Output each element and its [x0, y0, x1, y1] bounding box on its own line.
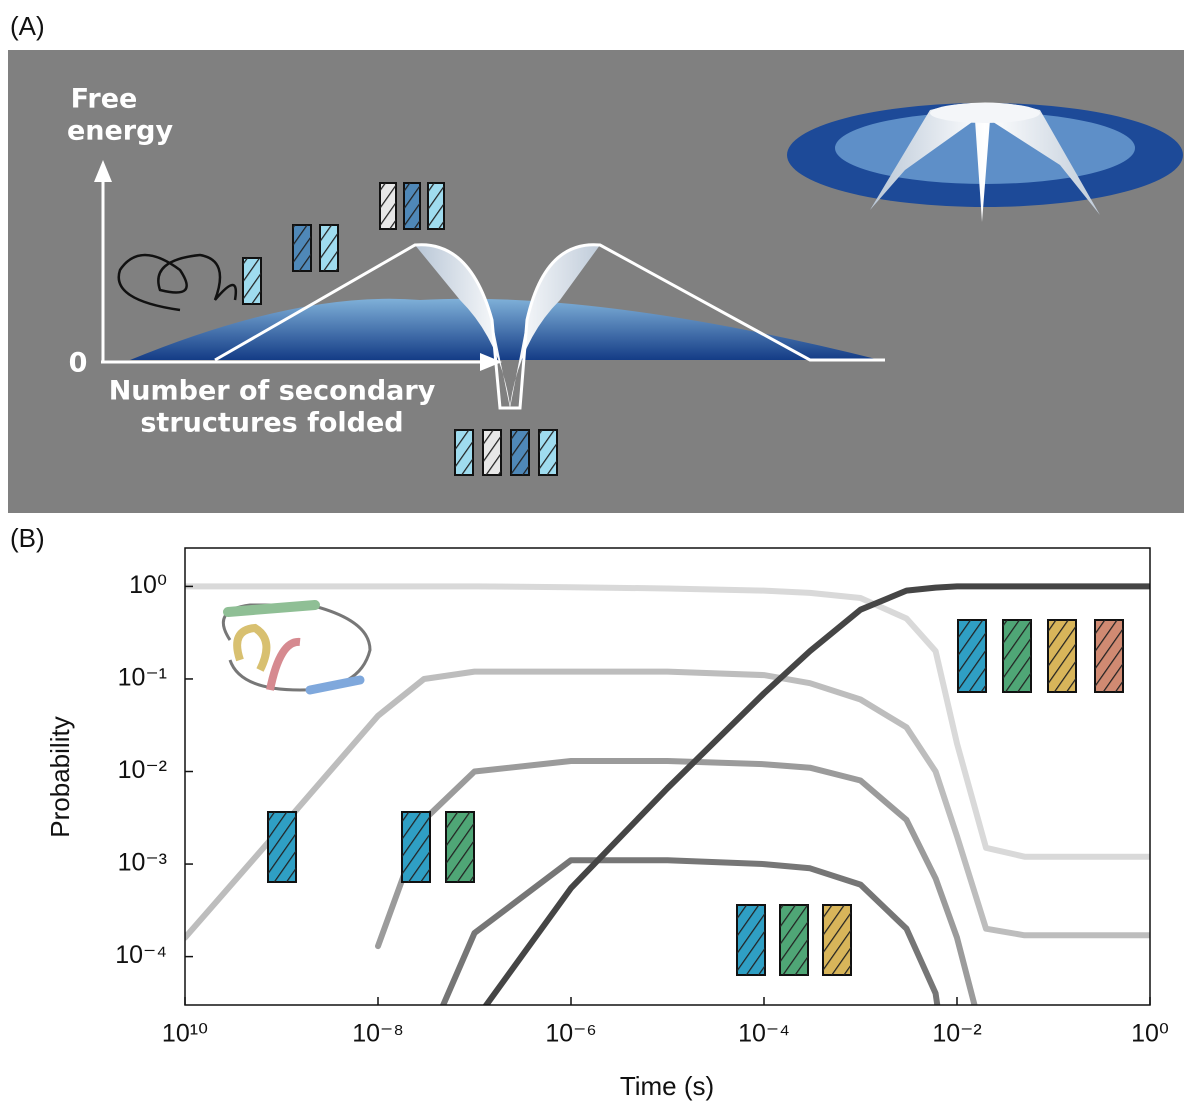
x-tick-label: 10¹⁰	[162, 1020, 208, 1048]
y-tick-label: 10⁻¹	[118, 664, 167, 692]
y-axis-label: energy	[67, 116, 173, 147]
panel-label: (B)	[10, 523, 45, 553]
funnel-top	[930, 103, 1040, 123]
x-tick-label: 10⁻²	[932, 1020, 981, 1048]
helix-hatch	[404, 183, 420, 229]
x-tick-label: 10⁰	[1131, 1020, 1169, 1048]
structure-icons	[223, 605, 1123, 975]
panel-label: (A)	[10, 11, 45, 41]
series-line	[185, 672, 1150, 938]
x-tick-label: 10⁻⁶	[545, 1020, 596, 1048]
y-tick-label: 10⁻⁴	[115, 941, 167, 969]
helix-hatch	[958, 620, 986, 692]
helix-hatch	[428, 183, 444, 229]
unfolded-icon-segment	[270, 642, 300, 690]
helix-hatch	[1095, 620, 1123, 692]
x-tick-label: 10⁻⁸	[352, 1020, 404, 1048]
y-axis-title: Probability	[45, 716, 75, 837]
helix-hatch	[737, 905, 765, 975]
figure: (A) Free energy 0 Number of secondary st…	[0, 0, 1184, 1111]
x-axis-title: Time (s)	[620, 1071, 714, 1101]
unfolded-icon-segment	[310, 680, 360, 690]
origin-label: 0	[69, 348, 88, 379]
helix-hatch	[1048, 620, 1076, 692]
page: { "panel_a": { "label": "(A)", "y_axis_l…	[0, 0, 1184, 1111]
helix-hatch	[483, 430, 501, 475]
helix-hatch	[380, 183, 396, 229]
helix-hatch	[511, 430, 529, 475]
x-tick-label: 10⁻⁴	[738, 1020, 790, 1048]
helix-hatch	[402, 812, 430, 882]
unfolded-icon-segment	[237, 628, 266, 670]
unfolded-icon-segment	[228, 605, 315, 612]
y-tick-label: 10⁰	[129, 571, 167, 599]
helix-hatch	[455, 430, 473, 475]
helix-hatch	[268, 812, 296, 882]
helix-hatch	[539, 430, 557, 475]
helix-hatch	[780, 905, 808, 975]
helix-hatch	[1003, 620, 1031, 692]
x-axis-label: Number of secondary	[109, 376, 436, 407]
helix-hatch	[320, 225, 338, 271]
unfolded-icon	[223, 605, 370, 690]
y-tick-label: 10⁻²	[118, 756, 167, 784]
plot-frame	[185, 548, 1150, 1005]
y-axis-label: Free	[71, 84, 138, 115]
x-axis-label: structures folded	[140, 408, 403, 439]
series-line	[378, 761, 986, 1049]
helix-hatch	[293, 225, 311, 271]
helix-hatch	[446, 812, 474, 882]
helix-hatch	[243, 258, 261, 304]
helix-hatch	[823, 905, 851, 975]
y-tick-label: 10⁻³	[118, 849, 167, 877]
